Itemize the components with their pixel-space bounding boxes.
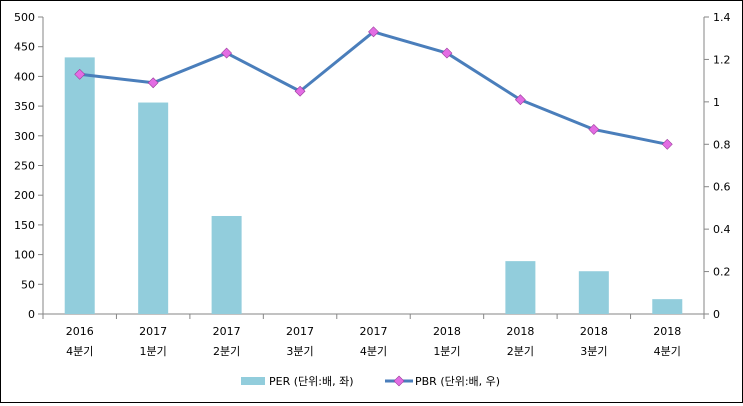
pbr-point xyxy=(294,85,306,97)
x-tick-label-year: 2018 xyxy=(433,325,461,338)
left-tick-label: 350 xyxy=(14,100,35,113)
per-bar xyxy=(211,215,242,314)
right-tick-label: 0.4 xyxy=(713,223,731,236)
legend-pbr-label: PBR (단위:배, 우) xyxy=(415,375,500,388)
x-tick-label-quarter: 1분기 xyxy=(140,345,167,358)
x-axis: 2016 4분기 2017 1분기 2017 2분기 2017 3분기 2017 4분기 2018 1… xyxy=(42,313,705,358)
x-tick-label-year: 2017 xyxy=(286,325,314,338)
left-tick-label: 400 xyxy=(14,70,35,83)
x-tick-label-quarter: 3분기 xyxy=(286,345,313,358)
pbr-point xyxy=(368,26,379,38)
pbr-point xyxy=(74,68,86,80)
right-tick-label: 0.2 xyxy=(713,266,731,279)
x-tick-label-quarter: 3분기 xyxy=(580,345,607,358)
x-tick-label-quarter: 4분기 xyxy=(360,345,387,358)
pbr-point xyxy=(588,124,600,135)
left-tick-label: 450 xyxy=(14,41,35,54)
right-tick-label: 0.8 xyxy=(713,138,731,151)
pbr-point xyxy=(514,94,526,106)
pbr-line xyxy=(74,26,673,150)
right-tick-label: 1 xyxy=(713,96,720,109)
x-tick-label-year: 2018 xyxy=(506,325,534,338)
right-tick-label: 1.2 xyxy=(713,53,731,66)
right-tick-label: 0.6 xyxy=(713,181,731,194)
left-tick-label: 50 xyxy=(21,278,35,291)
per-bar xyxy=(138,102,169,314)
x-tick-label-year: 2016 xyxy=(66,325,94,338)
left-y-axis: 0 50 100 150 200 250 300 350 400 450 500 xyxy=(14,11,44,321)
pbr-point xyxy=(147,77,159,89)
left-tick-label: 100 xyxy=(14,249,35,262)
per-bar xyxy=(505,261,536,314)
left-tick-label: 300 xyxy=(14,130,35,143)
per-bar xyxy=(578,271,609,314)
right-tick-label: 1.4 xyxy=(713,11,731,24)
left-tick-label: 200 xyxy=(14,189,35,202)
legend: PER (단위:배, 좌) PBR (단위:배, 우) xyxy=(241,375,500,388)
legend-per-swatch xyxy=(241,377,265,385)
right-tick-label: 0 xyxy=(713,308,720,321)
x-tick-label-year: 2018 xyxy=(653,325,681,338)
x-tick-label-quarter: 2분기 xyxy=(213,345,240,358)
x-tick-label-quarter: 4분기 xyxy=(66,345,93,358)
legend-per-label: PER (단위:배, 좌) xyxy=(269,375,354,388)
left-tick-label: 500 xyxy=(14,11,35,24)
x-tick-label-quarter: 2분기 xyxy=(507,345,534,358)
pbr-point xyxy=(661,138,673,150)
left-tick-label: 250 xyxy=(14,160,35,173)
right-y-axis: 0 0.2 0.4 0.6 0.8 1 1.2 1.4 xyxy=(703,11,731,321)
per-bars xyxy=(64,57,683,314)
x-tick-label-year: 2017 xyxy=(360,325,388,338)
left-tick-label: 0 xyxy=(28,308,35,321)
legend-pbr-marker xyxy=(393,375,405,387)
x-tick-label-year: 2017 xyxy=(213,325,241,338)
x-tick-label-year: 2017 xyxy=(139,325,167,338)
per-bar xyxy=(652,299,683,314)
pbr-point xyxy=(221,47,233,59)
x-tick-label-year: 2018 xyxy=(580,325,608,338)
per-bar xyxy=(64,57,95,314)
x-tick-label-quarter: 4분기 xyxy=(654,345,681,358)
left-tick-label: 150 xyxy=(14,219,35,232)
pbr-point xyxy=(441,47,453,59)
x-tick-label-quarter: 1분기 xyxy=(433,345,460,358)
